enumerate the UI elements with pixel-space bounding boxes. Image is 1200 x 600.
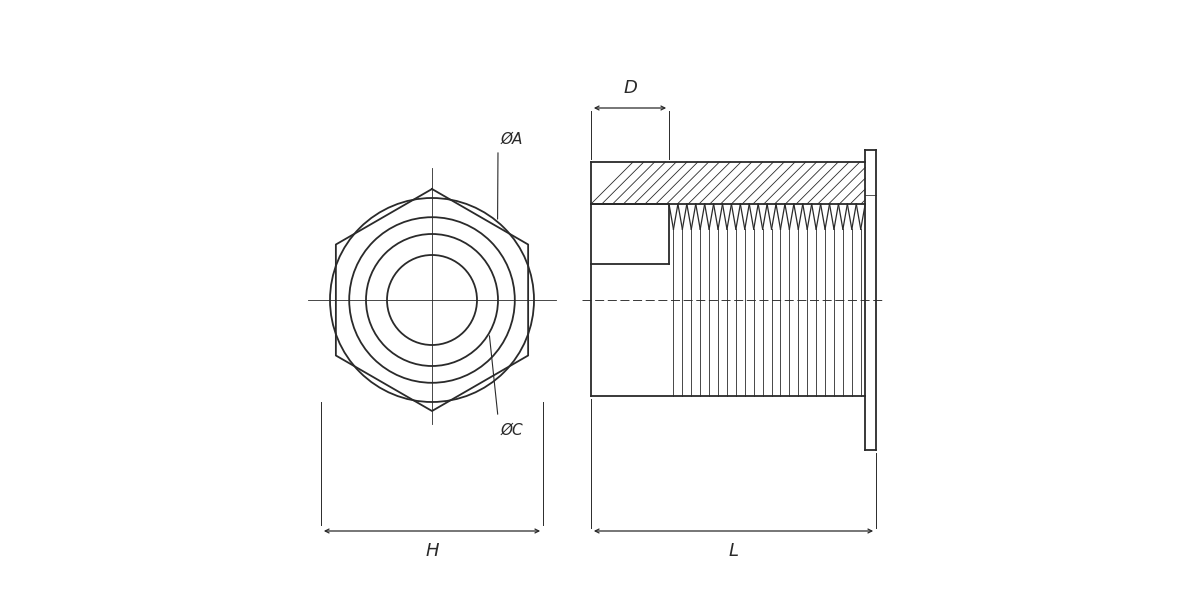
Text: H: H: [425, 542, 439, 560]
Text: L: L: [728, 542, 738, 560]
Text: ØA: ØA: [502, 132, 523, 147]
Text: D: D: [623, 79, 637, 97]
Text: ØC: ØC: [502, 423, 523, 438]
